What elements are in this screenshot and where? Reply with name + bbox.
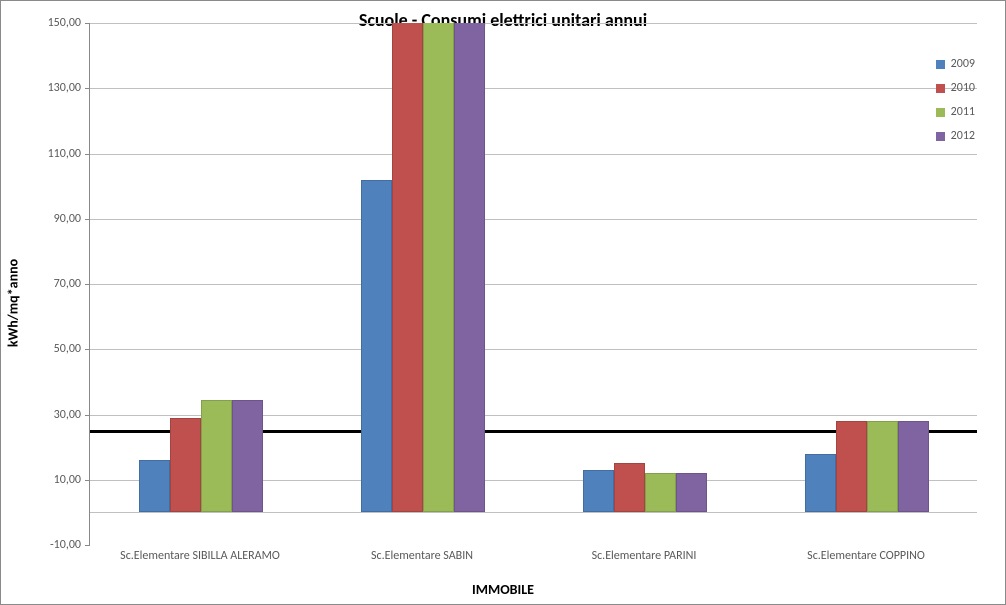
gridline	[90, 154, 977, 155]
gridline	[90, 349, 977, 350]
bar	[139, 460, 170, 512]
bar	[232, 400, 263, 513]
legend-item: 2011	[936, 105, 975, 119]
bar	[392, 23, 423, 512]
legend-label: 2009	[951, 57, 975, 71]
plot-area	[89, 23, 977, 545]
x-axis-label: IMMOBILE	[1, 581, 1005, 598]
bar	[836, 421, 867, 512]
y-tick-mark	[85, 154, 90, 155]
y-axis-label: kWh/mq*anno	[5, 258, 22, 346]
legend-swatch	[936, 84, 945, 93]
legend-item: 2009	[936, 57, 975, 71]
y-tick-mark	[85, 284, 90, 285]
x-tick-label: Sc.Elementare SABIN	[371, 549, 473, 563]
x-tick-label: Sc.Elementare PARINI	[592, 549, 697, 563]
x-tick-label: Sc.Elementare SIBILLA ALERAMO	[120, 549, 280, 563]
y-tick-label: 90,00	[11, 212, 81, 226]
legend-swatch	[936, 108, 945, 117]
y-tick-label: 130,00	[11, 81, 81, 95]
y-tick-label: 70,00	[11, 277, 81, 291]
legend: 2009 2010 2011 2012	[936, 57, 975, 153]
gridline	[90, 23, 977, 24]
bar	[805, 454, 836, 513]
bar	[201, 400, 232, 513]
x-tick-label: Sc.Elementare COPPINO	[807, 549, 925, 563]
legend-label: 2011	[951, 105, 975, 119]
legend-swatch	[936, 60, 945, 69]
legend-label: 2012	[951, 129, 975, 143]
legend-item: 2012	[936, 129, 975, 143]
y-tick-label: 30,00	[11, 408, 81, 422]
x-axis-line	[90, 512, 977, 513]
gridline	[90, 219, 977, 220]
gridline	[90, 284, 977, 285]
bar	[898, 421, 929, 512]
y-tick-mark	[85, 349, 90, 350]
bar	[423, 23, 454, 512]
legend-swatch	[936, 132, 945, 141]
gridline	[90, 88, 977, 89]
y-tick-mark	[85, 545, 90, 546]
bar	[454, 23, 485, 512]
legend-item: 2010	[936, 81, 975, 95]
y-tick-mark	[85, 480, 90, 481]
bar	[614, 463, 645, 512]
y-tick-label: 110,00	[11, 147, 81, 161]
legend-label: 2010	[951, 81, 975, 95]
y-tick-mark	[85, 88, 90, 89]
y-tick-mark	[85, 23, 90, 24]
bar	[676, 473, 707, 512]
bar	[361, 180, 392, 513]
y-tick-mark	[85, 415, 90, 416]
bar	[867, 421, 898, 512]
y-tick-label: 10,00	[11, 473, 81, 487]
chart-container: Scuole - Consumi elettrici unitari annui…	[0, 0, 1006, 605]
y-tick-label: 150,00	[11, 16, 81, 30]
bar	[170, 418, 201, 513]
bar	[583, 470, 614, 512]
y-tick-label: 50,00	[11, 342, 81, 356]
bar	[645, 473, 676, 512]
y-tick-label: -10,00	[11, 538, 81, 552]
y-tick-mark	[85, 219, 90, 220]
